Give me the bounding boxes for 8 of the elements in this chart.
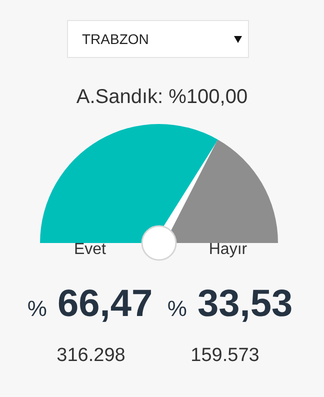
chart-title: A.Sandık: %100,00	[75, 86, 249, 109]
slice-label: Evet	[72, 241, 107, 259]
slice-label: Hayır	[208, 241, 248, 259]
data-label: % 33,53	[167, 283, 293, 325]
dropdown-field: TRABZON	[67, 20, 249, 58]
text: 159.573	[190, 345, 260, 367]
data-label: % 66,47	[27, 283, 153, 325]
text: 316.298	[56, 345, 126, 367]
